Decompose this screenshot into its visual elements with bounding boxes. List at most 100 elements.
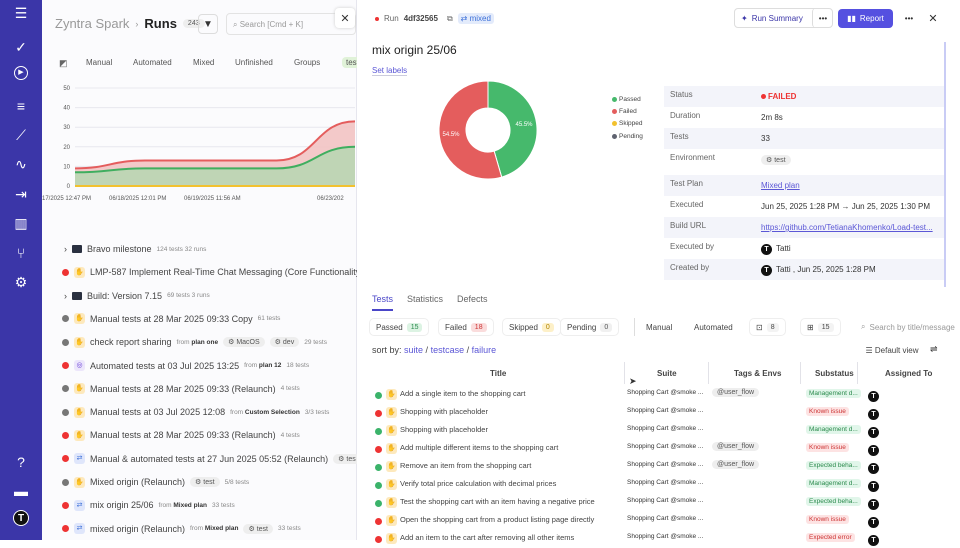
sort-suite[interactable]: suite [404,345,424,355]
test-title[interactable]: Add a single item to the shopping cart [400,389,526,398]
test-title[interactable]: Add multiple different items to the shop… [400,443,559,452]
filter-button[interactable]: ▼ [198,14,218,34]
legend-swatch [612,121,617,127]
report-button[interactable]: ▮▮ Report [838,9,893,28]
test-row[interactable]: ✋ Add a single item to the shopping cart S… [372,386,960,404]
settings-icon[interactable]: ⚙ [14,274,28,290]
column-divider[interactable] [708,362,709,384]
test-row[interactable]: ✋ Add an item to the cart after removing … [372,530,960,548]
tab-tests[interactable]: Tests [372,294,394,311]
tab-manual[interactable]: Manual [86,58,113,67]
tab-automated[interactable]: Automated [133,58,172,67]
test-row[interactable]: ✋ Shopping with placeholder Shopping Cart … [372,422,960,440]
test-title[interactable]: Test the shopping cart with an item havi… [400,497,595,506]
test-row[interactable]: ✋ Test the shopping cart with an item hav… [372,494,960,512]
detail-value[interactable]: https://github.com/TetianaKhomenko/Load-… [761,223,933,232]
run-list-item[interactable]: ✋ Mixed origin (Relaunch) ⚙ test 5/8 tests [62,472,362,492]
column-header-suite[interactable]: Suite [657,369,677,378]
play-icon[interactable]: ▶ [14,66,28,80]
pulse-icon[interactable]: ∿ [15,156,27,172]
search-input[interactable]: ⌕ Search [Cmd + K] [226,13,356,35]
run-list-item[interactable]: ✋ Manual tests at 28 Mar 2025 09:33 Copy 6… [62,309,362,329]
test-row[interactable]: ✋ Remove an item from the shopping cart Sh… [372,458,960,476]
folder-icon[interactable]: ▬ [14,483,28,499]
copy-icon[interactable]: ⧉ [446,13,453,23]
menu-icon[interactable]: ☰ [14,5,28,21]
default-view-button[interactable]: ☰ Default view [865,345,919,355]
test-row[interactable]: ✋ Verify total price calculation with dec… [372,476,960,494]
test-title[interactable]: Shopping with placeholder [400,407,488,416]
run-list-item[interactable]: ✋ Manual tests at 03 Jul 2025 12:08 from C… [62,402,362,422]
sort-testcase[interactable]: testcase [430,345,465,355]
filter-comments[interactable]: ⊡ 8 [749,318,786,336]
help-icon[interactable]: ? [17,454,25,470]
tab-test[interactable]: test [342,57,363,68]
filter-automated[interactable]: Automated [694,322,733,332]
column-header-tags-envs[interactable]: Tags & Envs [734,369,782,378]
detail-text: Mixed plan [761,181,800,190]
tab-unfinished[interactable]: Unfinished [235,58,273,67]
y-tick-label: 10 [63,164,70,170]
steps-icon[interactable]: ⟋ [16,127,26,143]
run-list-item[interactable]: ⇄ mix origin 25/06 from Mixed plan 33 tests [62,495,362,515]
detail-value: 33 [761,134,770,143]
import-icon[interactable]: ⇥ [15,186,27,202]
test-title[interactable]: Add an item to the cart after removing a… [400,533,575,542]
run-list-item[interactable]: ◎ Automated tests at 03 Jul 2025 13:25 fro… [62,356,362,376]
analytics-icon[interactable]: ▥ [14,215,28,231]
test-title[interactable]: Verify total price calculation with deci… [400,479,557,488]
chart-toggle-icon[interactable]: ◩ [59,58,68,68]
chevron-right-icon[interactable]: › [64,290,67,301]
column-header-assigned-to[interactable]: Assigned To [885,369,933,378]
run-summary-button[interactable]: ✦ Run Summary [734,8,833,28]
more-options-button[interactable]: ••• [904,13,914,23]
test-title[interactable]: Open the shopping cart from a product li… [400,515,595,524]
run-list-item[interactable]: ⇄ mixed origin (Relaunch) from Mixed plan ⚙… [62,519,362,539]
env-name: dev [282,339,295,347]
close-icon[interactable]: ✕ [335,8,355,28]
test-row[interactable]: ✋ Add multiple different items to the sho… [372,440,960,458]
column-divider[interactable] [624,362,625,384]
run-list-item[interactable]: ⇄ Manual & automated tests at 27 Jun 2025… [62,449,362,469]
run-list-item[interactable]: ✋ check report sharing from plan one ⚙ MacO… [62,332,362,352]
run-list-item[interactable]: ✋ Manual tests at 28 Mar 2025 09:33 (Rela… [62,425,362,445]
scrollbar[interactable] [944,42,946,287]
run-type-badge: ⇄ mixed [457,13,494,24]
tab-statistics[interactable]: Statistics [407,294,444,304]
chevron-right-icon[interactable]: › [64,244,67,254]
run-list-item[interactable]: › Build: Version 7.15 69 tests 3 runs [62,286,362,306]
filter-skipped[interactable]: Skipped 0 [502,318,561,336]
list-icon[interactable]: ≡ [16,98,26,114]
run-list-item[interactable]: ✋ Manual tests at 28 Mar 2025 09:33 (Rela… [62,379,362,399]
run-meta: 3/3 tests [304,408,330,416]
test-search-input[interactable]: ⌕ Search by title/message [855,318,960,336]
detail-value[interactable]: Mixed plan [761,181,800,190]
column-header-substatus[interactable]: Substatus [815,369,854,378]
column-divider[interactable] [857,362,858,384]
column-header-title[interactable]: Title [490,369,507,378]
filter-manual[interactable]: Manual [646,322,673,332]
tab-groups[interactable]: Groups [294,58,321,67]
tab-mixed[interactable]: Mixed [193,58,215,67]
filter-failed[interactable]: Failed 18 [438,318,494,336]
run-list-item[interactable]: ✋ LMP-587 Implement Real-Time Chat Messag… [62,262,363,282]
filter-pending[interactable]: Pending 0 [560,318,620,336]
filter-passed[interactable]: Passed 15 [369,318,430,336]
set-labels-link[interactable]: Set labels [372,66,408,76]
check-icon[interactable]: ✓ [15,39,27,55]
avatar-icon[interactable]: T [13,510,29,526]
project-link[interactable]: Zyntra Spark [55,16,130,31]
settings-sliders-icon[interactable]: ⇌ [930,344,938,354]
filter-added[interactable]: ⊞ 15 [800,318,841,336]
test-title[interactable]: Shopping with placeholder [400,425,488,434]
test-title[interactable]: Remove an item from the shopping cart [400,461,532,470]
test-row[interactable]: ✋ Open the shopping cart from a product l… [372,512,960,530]
tab-defects[interactable]: Defects [457,294,488,304]
test-row[interactable]: ✋ Shopping with placeholder Shopping Cart … [372,404,960,422]
close-icon[interactable]: ✕ [928,12,938,25]
column-divider[interactable] [800,362,801,384]
run-list-item[interactable]: › Bravo milestone 124 tests 32 runs [62,239,362,259]
run-summary-more-button[interactable]: ••• [812,8,833,28]
sort-failure[interactable]: failure [471,345,497,355]
branch-icon[interactable]: ⑂ [16,245,26,261]
